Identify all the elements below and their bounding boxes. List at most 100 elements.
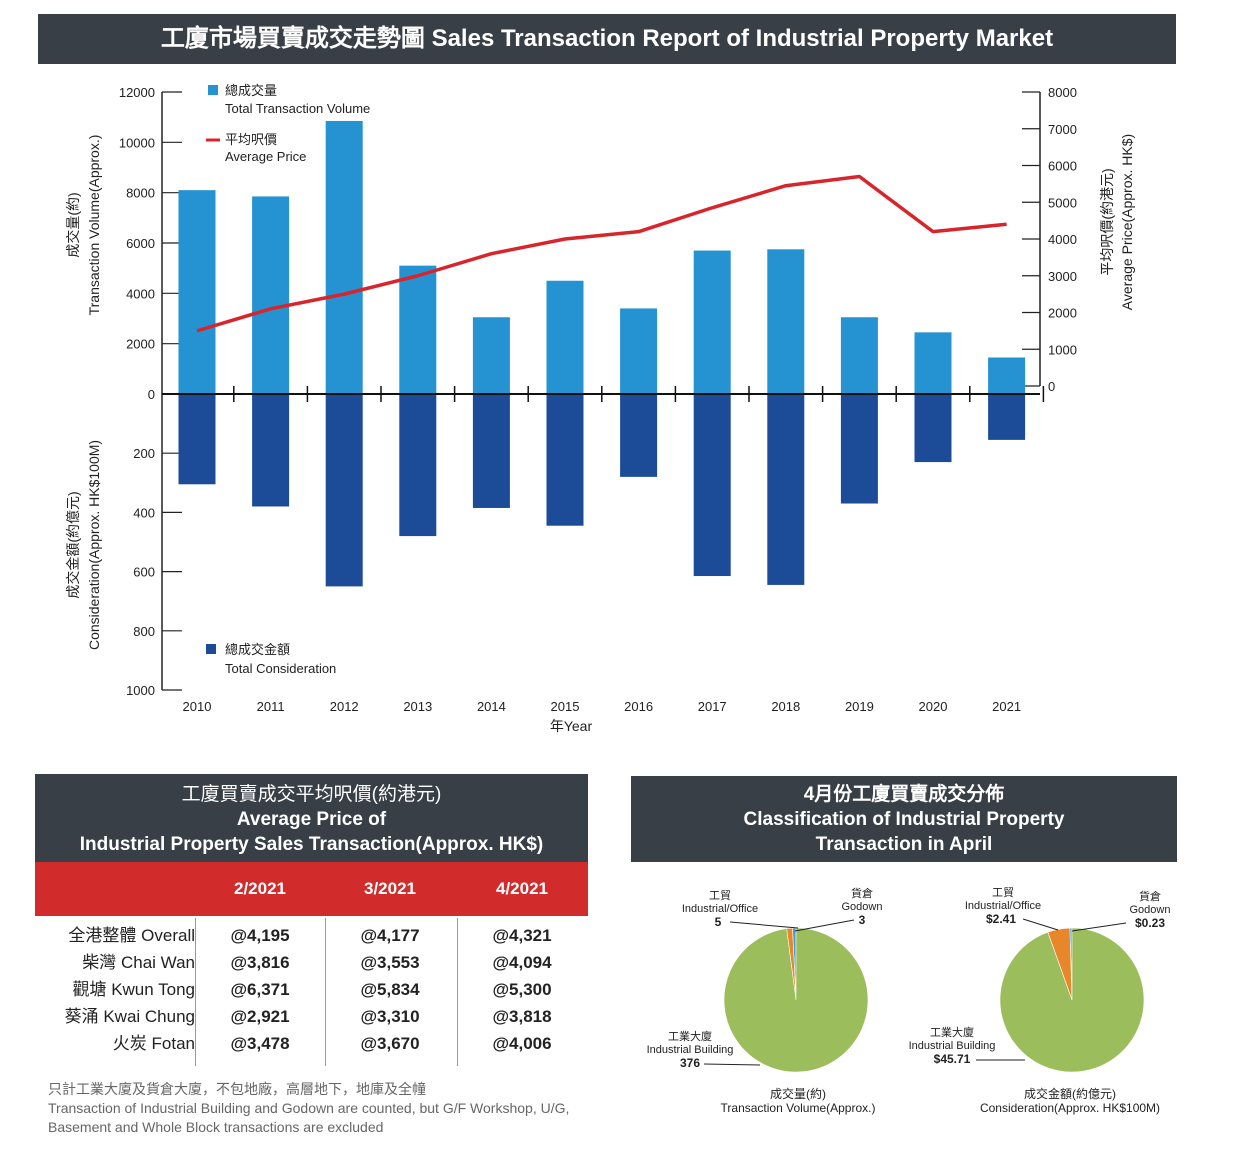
pie-section-title-zh: 4月份工廈買賣成交分佈 (803, 784, 1005, 805)
pie-label-en: Godown (842, 901, 883, 913)
row-district: 觀塘 Kwun Tong (72, 980, 195, 999)
right-axis-title-en: Average Price(Approx. HK$) (1119, 134, 1135, 310)
pie-label-zh: 工貿 (992, 886, 1014, 899)
pie-value-label: $0.23 (1135, 916, 1165, 930)
volume-bar (620, 308, 658, 394)
price-table-title-zh: 工廈買賣成交平均呎價(約港元) (181, 784, 442, 805)
price-table-header: 工廈買賣成交平均呎價(約港元) Average Price of Industr… (35, 774, 588, 862)
table-row: 全港整體 Overall @4,195 @4,177 @4,321 (35, 922, 588, 949)
y-tick-label: 800 (133, 624, 155, 639)
x-tick-label: 2015 (551, 699, 580, 714)
consideration-bar (988, 394, 1026, 440)
y-tick-label: 200 (133, 446, 155, 461)
pie-label-en: Industrial Building (647, 1044, 734, 1056)
table-row: 葵涌 Kwai Chung @2,921 @3,310 @3,818 (35, 1003, 588, 1030)
legend-label-volume-zh: 總成交量 (225, 83, 277, 98)
y2-tick-label: 4000 (1048, 232, 1077, 247)
row-district: 柴灣 Chai Wan (82, 953, 195, 972)
row-district: 火炭 Fotan (112, 1034, 195, 1053)
x-axis-label: 年Year (550, 718, 593, 734)
consideration-bar (178, 394, 216, 485)
pie-label-zh: 工業大廈 (930, 1025, 974, 1039)
row-price: @3,818 (492, 1007, 552, 1026)
legend-swatch-consideration (206, 644, 216, 654)
left-bottom-axis-title-en: Consideration(Approx. HK$100M) (86, 440, 102, 650)
pie-leader-line (794, 919, 855, 932)
row-price: @6,371 (230, 980, 290, 999)
row-district: 葵涌 Kwai Chung (64, 1007, 195, 1026)
row-price: @4,006 (492, 1034, 552, 1053)
column-header-feb: 2/2021 (234, 879, 286, 898)
pie-value-label: $45.71 (934, 1052, 971, 1066)
x-tick-label: 2012 (330, 699, 359, 714)
pie-leader-line (1071, 922, 1127, 932)
x-tick-label: 2013 (403, 699, 432, 714)
x-tick-label: 2018 (771, 699, 800, 714)
row-price: @3,310 (360, 1007, 420, 1026)
volume-bar (914, 332, 952, 394)
y2-tick-label: 6000 (1048, 159, 1077, 174)
pie-section-title-en-2: Transaction in April (815, 834, 993, 855)
pie-value-label: 5 (715, 915, 722, 929)
row-district: 全港整體 Overall (68, 926, 195, 945)
pie-caption-zh: 成交金額(約億元) (1024, 1086, 1116, 1101)
row-price: @4,177 (360, 926, 420, 945)
left-bottom-axis-title-zh: 成交金額(約億元) (65, 491, 81, 598)
x-tick-label: 2021 (992, 699, 1021, 714)
y2-tick-label: 1000 (1048, 342, 1077, 357)
column-header-mar: 3/2021 (364, 879, 416, 898)
consideration-bar (399, 394, 437, 537)
volume-bar (767, 249, 805, 394)
x-tick-label: 2016 (624, 699, 653, 714)
pie-leader-line (1022, 918, 1059, 931)
volume-bar (840, 317, 878, 394)
pie-value-label: $2.41 (986, 912, 1016, 926)
consideration-bar (620, 394, 658, 477)
row-price: @4,094 (492, 953, 552, 972)
price-table-column-bar: 2/2021 3/2021 4/2021 (35, 862, 588, 916)
table-row: 柴灣 Chai Wan @3,816 @3,553 @4,094 (35, 949, 588, 976)
pie-label-en: Godown (1130, 904, 1171, 916)
y-tick-label: 4000 (126, 286, 155, 301)
main-title-banner: 工廈市場買賣成交走勢圖 Sales Transaction Report of … (38, 14, 1176, 64)
y-tick-label: 6000 (126, 236, 155, 251)
price-table-title-en-2: Industrial Property Sales Transaction(Ap… (79, 834, 544, 855)
pie-caption-zh: 成交量(約) (770, 1086, 826, 1101)
consideration-bar (914, 394, 952, 463)
volume-bar (693, 250, 731, 394)
row-price: @3,478 (230, 1034, 290, 1053)
consideration-bar (325, 394, 363, 587)
row-price: @3,670 (360, 1034, 420, 1053)
average-price-line (196, 174, 1007, 333)
main-title: 工廈市場買賣成交走勢圖 Sales Transaction Report of … (160, 25, 1054, 52)
pie-value-label: 376 (680, 1056, 700, 1070)
pie-label-en: Industrial/Office (682, 903, 758, 915)
footnote-en-1: Transaction of Industrial Building and G… (48, 1100, 570, 1116)
y-tick-label: 2000 (126, 337, 155, 352)
y-tick-label: 12000 (119, 85, 155, 100)
legend-label-volume-en: Total Transaction Volume (225, 101, 370, 116)
y-tick-label: 10000 (119, 135, 155, 150)
pie-label-zh: 工業大廈 (668, 1029, 712, 1043)
y2-tick-label: 2000 (1048, 306, 1077, 321)
row-price: @2,921 (230, 1007, 290, 1026)
volume-bar (988, 357, 1026, 394)
row-price: @4,195 (230, 926, 290, 945)
volume-bar (546, 280, 584, 394)
legend-label-price-zh: 平均呎價 (225, 132, 277, 147)
table-row: 火炭 Fotan @3,478 @3,670 @4,006 (35, 1030, 588, 1057)
pie-label-en: Industrial/Office (965, 900, 1041, 912)
legend-label-price-en: Average Price (225, 149, 306, 164)
pie-slice (723, 927, 869, 1073)
y-tick-label: 1000 (126, 683, 155, 698)
right-axis-title-zh: 平均呎價(約港元) (1099, 168, 1115, 275)
pie-leader-line (703, 1063, 761, 1066)
pie-label-en: Industrial Building (909, 1040, 996, 1052)
consideration-bar (252, 394, 290, 507)
y2-tick-label: 8000 (1048, 85, 1077, 100)
y-tick-label: 8000 (126, 186, 155, 201)
consideration-bar (693, 394, 731, 577)
row-price: @5,834 (360, 980, 420, 999)
y2-tick-label: 5000 (1048, 195, 1077, 210)
consideration-bar (767, 394, 805, 585)
